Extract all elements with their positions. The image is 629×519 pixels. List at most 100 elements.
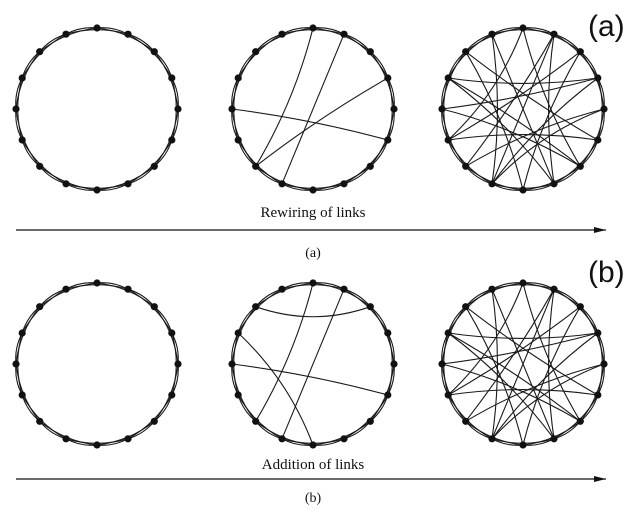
row-b-networks <box>12 279 608 449</box>
network-node <box>576 48 584 56</box>
network-node <box>340 180 348 188</box>
shortcut-link <box>441 77 598 110</box>
network-node <box>576 162 584 170</box>
network-node <box>62 435 70 443</box>
lattice-link <box>343 288 389 334</box>
network-node <box>600 105 608 113</box>
network-node <box>462 162 470 170</box>
network-node <box>36 303 44 311</box>
shortcut-link <box>255 282 314 422</box>
network-node <box>18 136 26 144</box>
network-node <box>234 329 242 337</box>
network-node <box>150 303 158 311</box>
network-node <box>234 136 242 144</box>
lattice-link <box>553 288 599 334</box>
lattice-link <box>343 394 389 440</box>
network-node <box>228 105 236 113</box>
lattice-link <box>127 139 173 185</box>
shortcut-link <box>548 289 555 439</box>
network-node <box>384 329 392 337</box>
network-node <box>124 435 132 443</box>
network-node <box>340 285 348 293</box>
network-node <box>174 360 182 368</box>
network-node <box>252 162 260 170</box>
network-node <box>62 180 70 188</box>
shortcut-link <box>491 289 498 439</box>
row-a-networks <box>12 24 608 194</box>
lattice-link <box>343 139 389 185</box>
network-node <box>234 391 242 399</box>
network-node <box>519 186 527 194</box>
network-node <box>576 417 584 425</box>
network-node <box>390 360 398 368</box>
network-node <box>278 30 286 38</box>
network-node <box>594 136 602 144</box>
shortcut-link <box>465 33 555 167</box>
lattice-link <box>21 394 67 440</box>
network-node <box>366 162 374 170</box>
shortcut-link <box>491 332 599 440</box>
shortcut-link <box>522 306 581 446</box>
panel-label-b: (b) <box>588 256 625 289</box>
network-node <box>18 329 26 337</box>
network-node <box>124 30 132 38</box>
network-node <box>150 162 158 170</box>
lattice-link <box>127 288 173 334</box>
shortcut-link <box>447 27 524 141</box>
network-node <box>278 435 286 443</box>
shortcut-link <box>447 332 555 440</box>
row_b-network-3 <box>438 279 608 449</box>
lattice-link <box>553 139 599 185</box>
network-node <box>594 391 602 399</box>
network-node <box>124 285 132 293</box>
lattice-link <box>447 33 493 79</box>
network-node <box>366 48 374 56</box>
network-node <box>36 417 44 425</box>
shortcut-link <box>491 288 555 440</box>
lattice-link <box>447 139 493 185</box>
network-node <box>309 186 317 194</box>
lattice-link <box>237 394 283 440</box>
network-node <box>93 441 101 449</box>
shortcut-link <box>465 306 599 396</box>
network-node <box>309 441 317 449</box>
network-node <box>438 105 446 113</box>
row_a-network-2 <box>228 24 398 194</box>
network-node <box>488 180 496 188</box>
shortcut-link <box>281 33 345 185</box>
network-node <box>36 162 44 170</box>
lattice-link <box>21 139 67 185</box>
shortcut-link <box>465 306 524 446</box>
network-node <box>462 303 470 311</box>
network-node <box>594 74 602 82</box>
shortcut-link <box>491 34 498 184</box>
network-node <box>252 303 260 311</box>
lattice-link <box>21 33 67 79</box>
caption-b: (b) <box>305 491 322 506</box>
addition-arrow-label: Addition of links <box>262 457 365 473</box>
network-node <box>252 417 260 425</box>
row_a-network-1 <box>12 24 182 194</box>
shortcut-link <box>231 108 388 141</box>
shortcut-link <box>447 51 581 141</box>
rewiring-arrow-label: Rewiring of links <box>261 205 366 221</box>
network-node <box>366 303 374 311</box>
panel-label-a: (a) <box>588 10 625 43</box>
network-node <box>444 136 452 144</box>
network-node <box>600 360 608 368</box>
shortcut-link <box>465 51 599 141</box>
network-node <box>18 74 26 82</box>
network-node <box>519 279 527 287</box>
shortcut-link <box>281 288 345 440</box>
row_a-network-3 <box>438 24 608 194</box>
shortcut-link <box>441 332 598 365</box>
network-node <box>576 303 584 311</box>
shortcut-link <box>448 134 598 141</box>
lattice-link <box>447 288 493 334</box>
shortcut-link <box>522 27 581 167</box>
lattice-link <box>553 394 599 440</box>
shortcut-link <box>522 51 581 191</box>
network-node <box>150 417 158 425</box>
